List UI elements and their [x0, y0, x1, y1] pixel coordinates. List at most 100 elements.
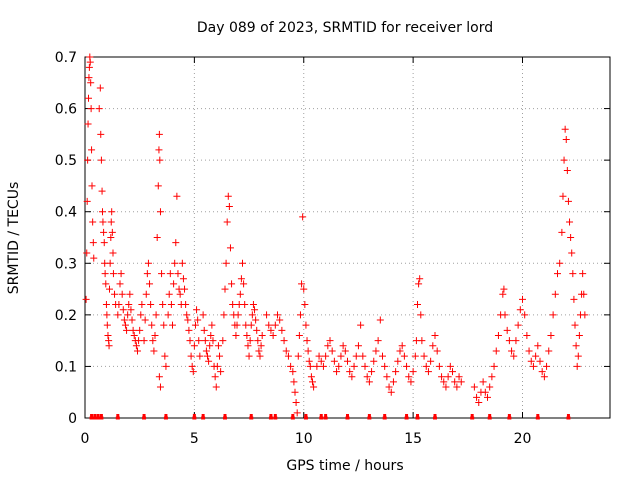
data-point: [88, 146, 96, 154]
zero-marker: [382, 414, 387, 420]
data-point: [545, 347, 553, 355]
data-point: [220, 311, 228, 319]
data-point: [324, 342, 332, 350]
data-point: [104, 331, 112, 339]
data-point: [379, 352, 386, 360]
data-point: [170, 280, 178, 288]
data-point: [267, 326, 275, 334]
x-tick-label: 10: [295, 431, 313, 447]
data-point: [296, 311, 304, 319]
data-point: [237, 275, 245, 283]
y-axis: 0 0.1 0.2 0.3 0.4 0.5 0.6 0.7: [55, 50, 610, 427]
data-point: [132, 342, 140, 350]
data-point: [549, 311, 557, 319]
data-point: [313, 362, 321, 370]
grid: [85, 57, 610, 418]
data-point: [138, 301, 146, 309]
data-point: [519, 295, 526, 303]
data-point: [136, 326, 144, 334]
data-point: [141, 316, 149, 324]
data-point: [344, 357, 351, 365]
zero-marker: [345, 414, 350, 420]
data-point: [172, 239, 180, 247]
data-point: [159, 301, 167, 309]
data-point: [326, 337, 334, 345]
y-tick-label: 0: [68, 411, 77, 427]
data-point: [188, 362, 196, 370]
data-point: [527, 357, 535, 365]
data-point: [310, 383, 318, 391]
zero-level-markers: [89, 414, 571, 420]
data-point: [407, 378, 415, 386]
data-point: [146, 280, 154, 288]
data-point: [181, 285, 189, 293]
data-point: [95, 105, 103, 113]
data-point: [420, 352, 428, 360]
data-point: [191, 321, 199, 329]
data-point: [84, 156, 92, 164]
data-point: [254, 337, 262, 345]
data-point: [429, 342, 437, 350]
zero-marker: [163, 414, 168, 420]
data-point: [473, 393, 481, 401]
data-point: [561, 125, 569, 133]
data-point: [88, 182, 96, 190]
data-point: [500, 285, 508, 293]
data-point: [206, 342, 214, 350]
data-point: [302, 321, 310, 329]
data-point: [258, 331, 266, 339]
data-point: [144, 259, 152, 267]
data-point: [202, 347, 210, 355]
data-point: [289, 368, 297, 376]
data-point: [219, 337, 227, 345]
data-point: [547, 331, 555, 339]
data-point: [368, 368, 376, 376]
data-point: [508, 347, 516, 355]
data-point: [492, 347, 500, 355]
data-point: [96, 84, 104, 92]
data-point: [232, 331, 240, 339]
data-point: [335, 362, 343, 370]
data-point: [418, 337, 426, 345]
data-point: [315, 352, 323, 360]
data-point: [156, 208, 164, 216]
data-point: [350, 362, 358, 370]
y-tick-label: 0.4: [55, 205, 77, 221]
zero-marker: [367, 414, 372, 420]
data-point: [166, 270, 174, 278]
y-tick-label: 0.7: [55, 50, 77, 66]
data-point: [142, 290, 150, 298]
data-point: [189, 368, 197, 376]
zero-marker: [487, 414, 492, 420]
data-point: [354, 342, 362, 350]
zero-marker: [404, 414, 409, 420]
data-point: [89, 239, 97, 247]
data-point: [169, 321, 176, 329]
data-point: [276, 316, 284, 324]
data-point: [304, 347, 312, 355]
data-point: [108, 208, 116, 216]
data-point: [317, 357, 325, 365]
data-point: [154, 182, 162, 190]
data-point: [536, 357, 544, 365]
data-point: [322, 352, 330, 360]
data-point: [108, 228, 116, 236]
data-point: [124, 311, 132, 319]
data-point: [190, 342, 198, 350]
data-point: [117, 270, 125, 278]
data-point: [307, 373, 315, 381]
x-axis-label: GPS time / hours: [286, 458, 403, 474]
zero-marker: [115, 414, 120, 420]
data-point: [187, 352, 195, 360]
data-point: [111, 290, 119, 298]
data-point: [253, 326, 261, 334]
data-point: [512, 337, 520, 345]
data-point: [290, 378, 298, 386]
data-point: [107, 218, 115, 226]
zero-marker: [249, 414, 254, 420]
data-points: [82, 53, 589, 417]
data-point: [194, 316, 202, 324]
data-point: [427, 357, 435, 365]
data-point: [442, 383, 450, 391]
data-point: [449, 368, 456, 376]
